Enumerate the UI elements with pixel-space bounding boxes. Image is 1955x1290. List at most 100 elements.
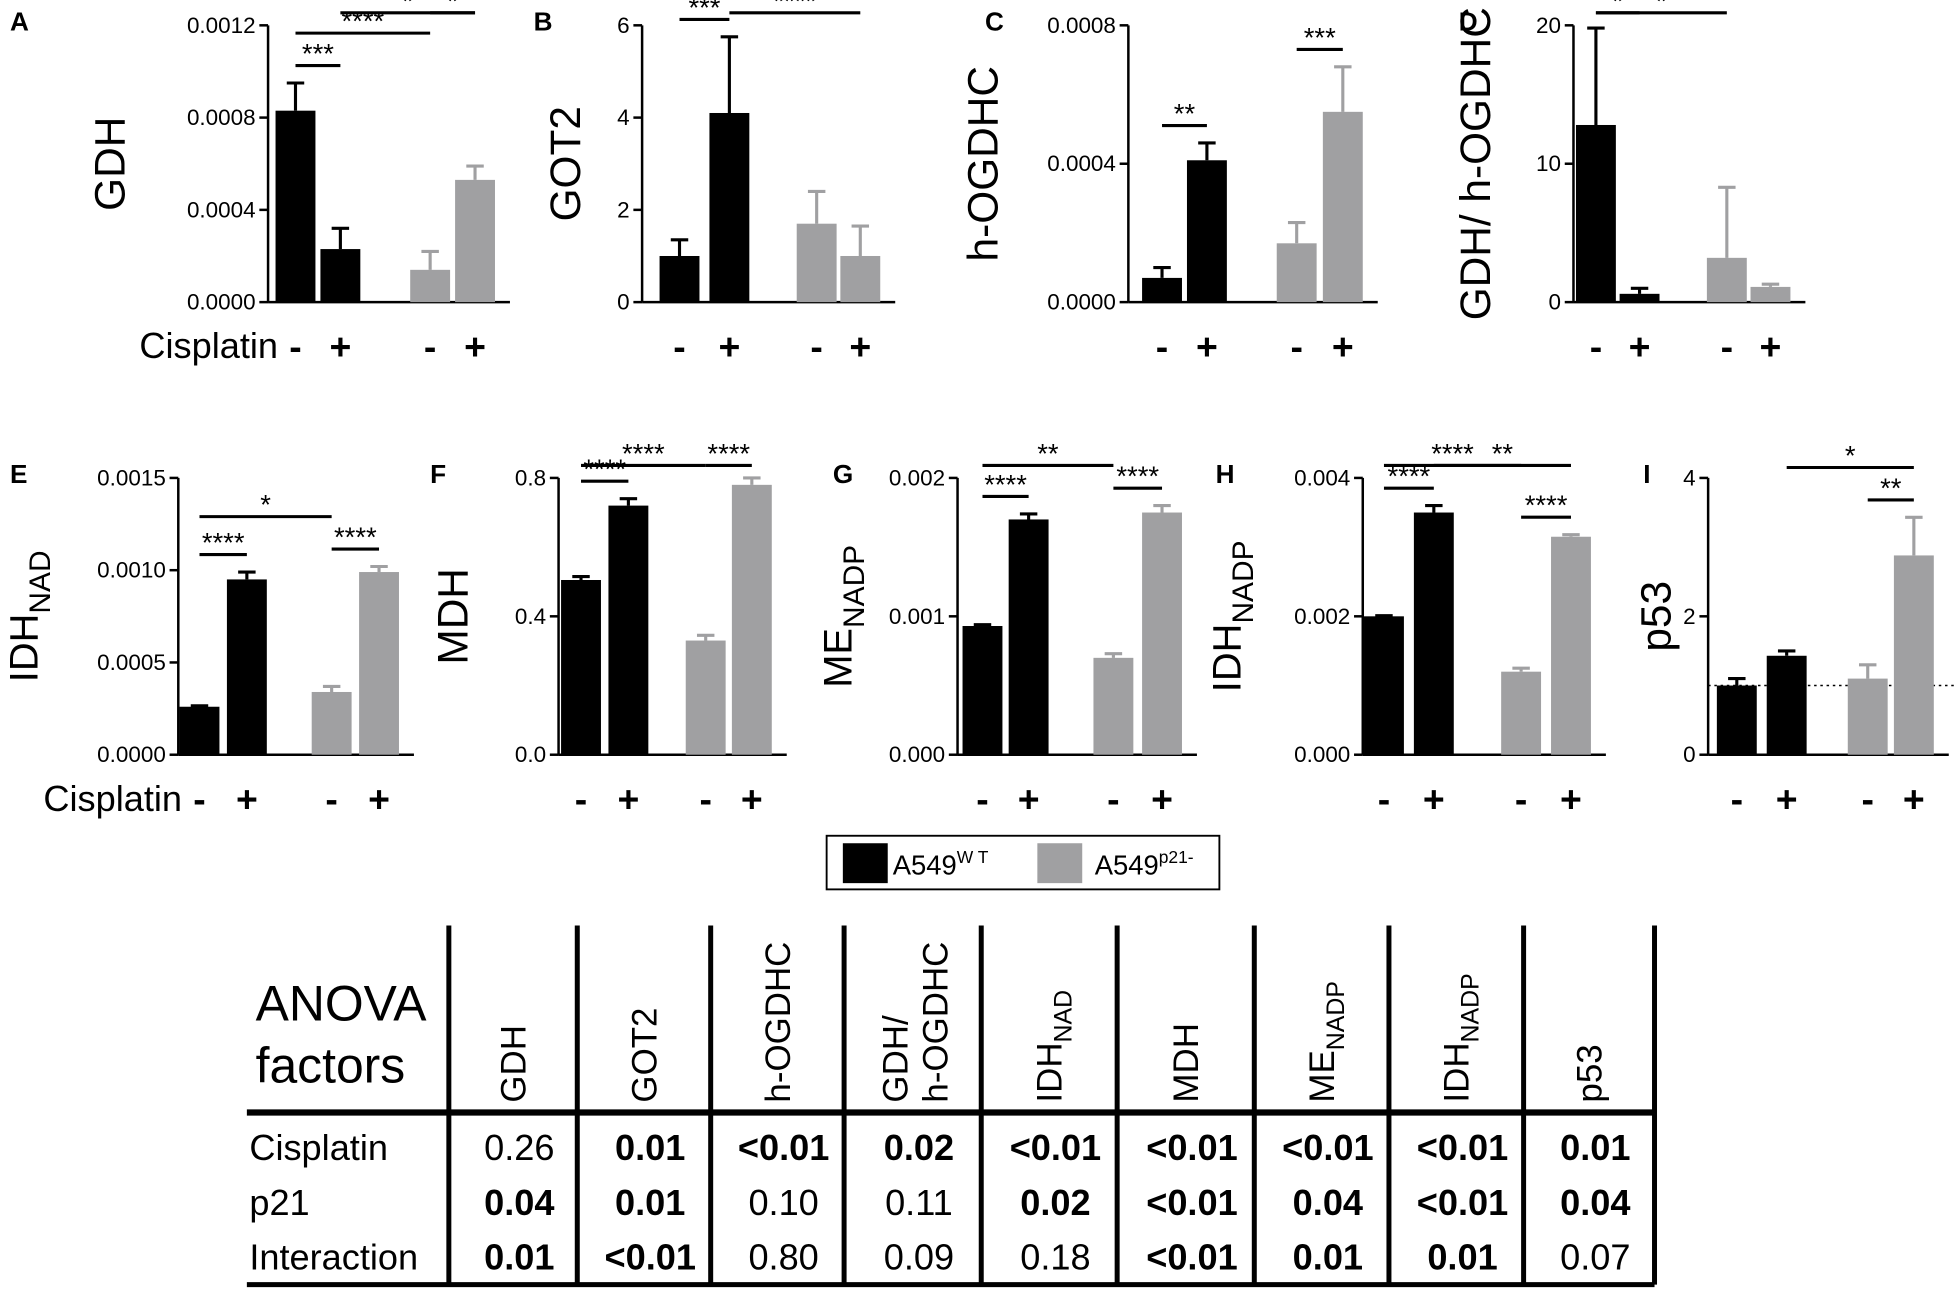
x-tick-label: - [325, 778, 337, 820]
bar [1575, 124, 1616, 303]
table-cell: <0.01 [1282, 1127, 1373, 1168]
significance-label: *** [688, 0, 720, 23]
x-tick-label: + [1332, 325, 1354, 367]
table-cell: <0.01 [1010, 1127, 1101, 1168]
column-header-main: GDH [495, 1025, 534, 1103]
significance-label: * [260, 489, 271, 520]
bar [796, 223, 837, 303]
x-tick-label: + [1423, 778, 1445, 820]
x-tick-label: - [289, 325, 301, 367]
error-bar [1718, 185, 1736, 258]
x-tick-label: - [1721, 325, 1733, 367]
x-tick-label: + [617, 778, 639, 820]
y-axis-label-sub: NAD [24, 550, 57, 613]
table-cell: <0.01 [1146, 1237, 1237, 1278]
y-tick-label: 0.000 [889, 742, 945, 767]
significance-label: ** [1037, 438, 1059, 469]
significance-label: **** [1116, 461, 1159, 492]
bar [561, 579, 601, 755]
error-bar [670, 238, 689, 256]
x-tick-label: + [236, 778, 258, 820]
table-cell: 0.02 [1020, 1182, 1090, 1223]
column-header-sub: NAD [1050, 990, 1078, 1043]
column-header-main: MDH [1167, 1023, 1206, 1103]
error-bar [1153, 265, 1171, 278]
x-tick-label: + [1903, 778, 1925, 820]
x-tick-label: - [699, 778, 711, 820]
bar [709, 112, 750, 303]
y-tick-label: 6 [617, 13, 629, 38]
y-tick-label: 10 [1536, 151, 1561, 176]
error-bar [973, 623, 992, 627]
error-bar [190, 704, 209, 708]
x-tick-label: - [810, 325, 822, 367]
x-tick-label: - [193, 778, 205, 820]
significance-label: * [1612, 0, 1623, 16]
y-tick-label: 2 [617, 197, 629, 222]
y-axis-label: GOT2 [542, 106, 589, 221]
x-axis-label: Cisplatin [43, 778, 182, 819]
x-tick-label: - [1290, 325, 1302, 367]
table-cell: 0.02 [884, 1127, 954, 1168]
panel-letter: C [985, 6, 1004, 36]
error-bar [1630, 286, 1649, 294]
column-header-sub: NADP [1457, 973, 1485, 1042]
x-tick-label: + [1629, 325, 1651, 367]
y-tick-label: 0.004 [1294, 465, 1350, 490]
row-label: Cisplatin [249, 1127, 388, 1168]
error-bar [1761, 282, 1780, 287]
x-tick-label: - [1590, 325, 1602, 367]
x-tick-label: - [575, 778, 587, 820]
y-axis-label-sub: NADP [1227, 540, 1260, 623]
bar [1364, 616, 1404, 755]
row-label: Interaction [249, 1237, 418, 1278]
y-tick-label: 0.0012 [187, 13, 256, 38]
x-tick-label: - [1107, 778, 1119, 820]
error-bar [1905, 515, 1923, 556]
x-tick-label: + [1196, 325, 1218, 367]
panel-letter: I [1643, 459, 1650, 489]
error-bar [1104, 652, 1123, 658]
bar [226, 579, 267, 755]
error-bar [807, 189, 826, 224]
x-tick-label: + [741, 778, 763, 820]
column-header-main: p53 [1571, 1044, 1610, 1102]
bar [1322, 111, 1363, 303]
y-tick-label: 0.002 [889, 465, 945, 490]
bar [1413, 512, 1454, 755]
significance-label: *** [302, 38, 334, 69]
error-bar [1287, 220, 1306, 244]
significance-label: ** [1880, 472, 1902, 503]
x-tick-label: + [1776, 778, 1798, 820]
error-bar [1562, 533, 1580, 537]
table-cell: 0.18 [1020, 1237, 1090, 1278]
y-tick-label: 0 [1683, 742, 1695, 767]
y-axis-label-main: IDH [1206, 624, 1250, 693]
bar [1142, 512, 1182, 755]
x-tick-label: - [1378, 778, 1390, 820]
error-bar [743, 476, 761, 485]
x-tick-label: + [849, 325, 871, 367]
column-header: h-OGDHC [917, 942, 956, 1103]
x-tick-label: + [718, 325, 740, 367]
table-cell: 0.01 [1560, 1127, 1630, 1168]
y-tick-label: 0.0000 [1047, 290, 1116, 315]
bar [962, 626, 1003, 755]
bar [1893, 555, 1934, 755]
x-tick-label: + [368, 778, 390, 820]
panel-letter: H [1216, 459, 1235, 489]
error-bar [370, 564, 388, 573]
bar [1766, 655, 1807, 755]
bar [455, 179, 495, 303]
panel-letter: E [10, 459, 27, 489]
table-cell: <0.01 [1417, 1182, 1508, 1223]
significance-label: **** [334, 522, 377, 553]
column-header: MENADP [1303, 981, 1350, 1103]
column-header: GDH/ [877, 1015, 916, 1103]
y-axis-label: GDH [87, 117, 134, 211]
table-cell: <0.01 [1417, 1127, 1508, 1168]
bar [1619, 293, 1660, 303]
legend-label: A549p21- [1095, 847, 1194, 880]
y-axis-label: h-OGDHC [959, 66, 1006, 261]
